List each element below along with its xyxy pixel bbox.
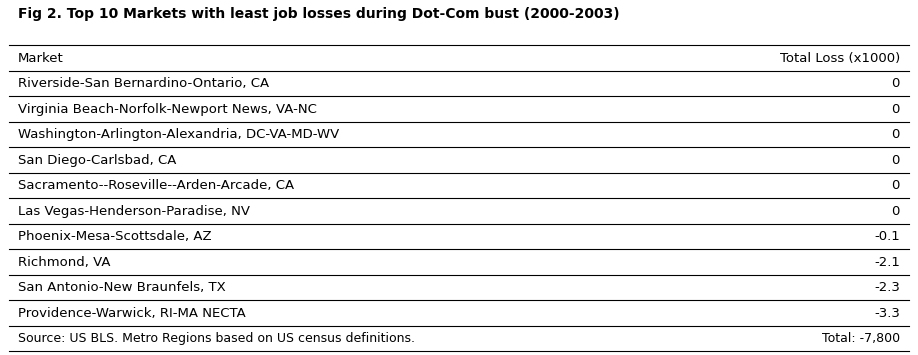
Text: Riverside-San Bernardino-Ontario, CA: Riverside-San Bernardino-Ontario, CA [18,77,269,90]
Text: 0: 0 [891,204,900,218]
Text: -3.3: -3.3 [874,307,900,320]
Text: 0: 0 [891,179,900,192]
Text: Richmond, VA: Richmond, VA [18,256,111,269]
Text: -0.1: -0.1 [874,230,900,243]
Text: Phoenix-Mesa-Scottsdale, AZ: Phoenix-Mesa-Scottsdale, AZ [18,230,212,243]
Text: Las Vegas-Henderson-Paradise, NV: Las Vegas-Henderson-Paradise, NV [18,204,251,218]
Text: San Antonio-New Braunfels, TX: San Antonio-New Braunfels, TX [18,281,226,294]
Text: Fig 2. Top 10 Markets with least job losses during Dot-Com bust (2000-2003): Fig 2. Top 10 Markets with least job los… [18,7,620,21]
Text: -2.1: -2.1 [874,256,900,269]
Text: 0: 0 [891,103,900,116]
Text: 0: 0 [891,77,900,90]
Text: 0: 0 [891,128,900,141]
Text: Washington-Arlington-Alexandria, DC-VA-MD-WV: Washington-Arlington-Alexandria, DC-VA-M… [18,128,340,141]
Text: Sacramento--Roseville--Arden-Arcade, CA: Sacramento--Roseville--Arden-Arcade, CA [18,179,295,192]
Text: -2.3: -2.3 [874,281,900,294]
Text: Virginia Beach-Norfolk-Newport News, VA-NC: Virginia Beach-Norfolk-Newport News, VA-… [18,103,317,116]
Text: Source: US BLS. Metro Regions based on US census definitions.: Source: US BLS. Metro Regions based on U… [18,332,415,345]
Text: 0: 0 [891,154,900,166]
Text: San Diego-Carlsbad, CA: San Diego-Carlsbad, CA [18,154,176,166]
Text: Total: -7,800: Total: -7,800 [822,332,900,345]
Text: Providence-Warwick, RI-MA NECTA: Providence-Warwick, RI-MA NECTA [18,307,246,320]
Text: Total Loss (x1000): Total Loss (x1000) [779,51,900,65]
Text: Market: Market [18,51,64,65]
